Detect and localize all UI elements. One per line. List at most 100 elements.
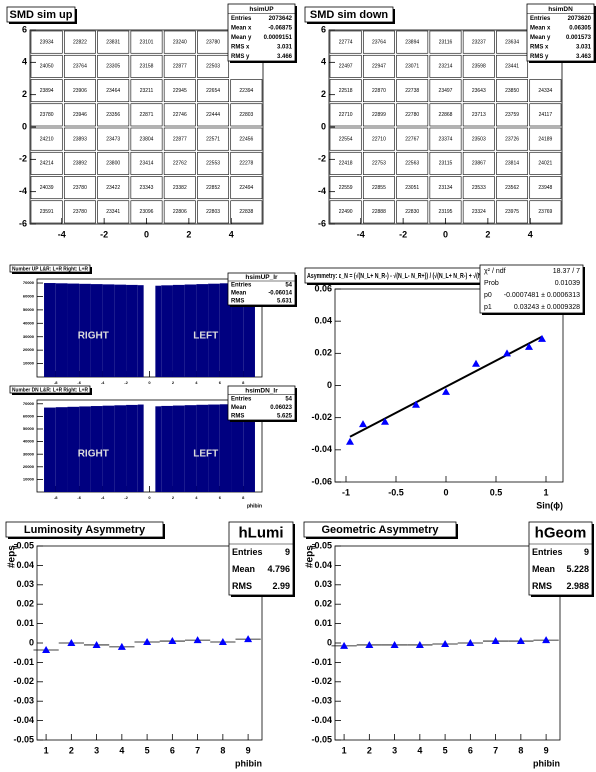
stats-name: hsimUP bbox=[249, 6, 274, 13]
cell bbox=[30, 103, 63, 127]
x-axis-label: phibin bbox=[247, 503, 262, 509]
x-tick-label: 9 bbox=[246, 745, 251, 755]
stats-name: hLumi bbox=[239, 524, 284, 541]
stats-box bbox=[227, 385, 296, 421]
cell-label: 22868 bbox=[439, 112, 453, 118]
cell bbox=[163, 30, 196, 54]
x-tick-label: 4 bbox=[195, 495, 198, 500]
marker bbox=[42, 645, 51, 653]
cell-label: 23356 bbox=[106, 112, 120, 118]
cell bbox=[362, 151, 395, 175]
chart-title: Number UP L&R: L+R Right: L+R bbox=[12, 266, 88, 272]
marker bbox=[441, 639, 450, 647]
stats-name: hsimUP_lr bbox=[245, 274, 278, 281]
stats-value: -0.06014 bbox=[268, 291, 292, 297]
title-box bbox=[304, 6, 394, 23]
marker bbox=[92, 640, 101, 648]
bar bbox=[114, 405, 127, 492]
cell bbox=[496, 200, 529, 224]
stats-value: 3.463 bbox=[576, 54, 592, 60]
x-tick-label: -8 bbox=[54, 380, 58, 385]
stats-label: Mean x bbox=[530, 25, 551, 31]
y-tick-label: 70000 bbox=[23, 401, 35, 406]
cell bbox=[197, 127, 230, 151]
bar bbox=[196, 404, 209, 492]
cell bbox=[30, 79, 63, 103]
bar bbox=[172, 284, 185, 377]
y-tick-label: 50000 bbox=[23, 426, 35, 431]
y-tick-label: 0.06 bbox=[314, 283, 332, 293]
cell bbox=[329, 79, 362, 103]
cell bbox=[30, 30, 63, 54]
marker bbox=[542, 636, 551, 644]
cell-label: 23374 bbox=[439, 136, 453, 142]
stats-label: Mean y bbox=[231, 35, 252, 41]
cell bbox=[230, 79, 263, 103]
bar bbox=[208, 283, 220, 377]
fit-param-value: 0.03243 ± 0.0009328 bbox=[514, 304, 580, 311]
cell-label: 22518 bbox=[339, 88, 353, 94]
title-box bbox=[5, 521, 164, 538]
stats-value: 2073620 bbox=[568, 16, 592, 22]
marker bbox=[525, 342, 533, 350]
x-tick-label: 0 bbox=[148, 495, 151, 500]
cell bbox=[429, 54, 462, 78]
title-box bbox=[9, 385, 91, 394]
cell bbox=[230, 103, 263, 127]
cell bbox=[362, 200, 395, 224]
cell bbox=[429, 176, 462, 200]
cell-label: 24214 bbox=[40, 161, 54, 167]
title-box bbox=[9, 264, 91, 273]
cell bbox=[63, 176, 96, 200]
y-tick-label: -0.03 bbox=[311, 696, 332, 706]
cell bbox=[163, 127, 196, 151]
cell-label: 23769 bbox=[538, 209, 552, 215]
bar bbox=[79, 283, 91, 377]
cell-label: 23893 bbox=[73, 136, 87, 142]
cell bbox=[496, 103, 529, 127]
fit-label: χ² / ndf bbox=[484, 268, 506, 275]
cell bbox=[529, 127, 562, 151]
cell bbox=[362, 54, 395, 78]
x-tick-label: 6 bbox=[219, 380, 222, 385]
cell-label: 22278 bbox=[239, 161, 253, 167]
y-axis-label-sub: lu bbox=[14, 543, 20, 549]
x-tick-label: -6 bbox=[77, 495, 81, 500]
y-tick-label: 0 bbox=[22, 121, 27, 131]
y-axis-label: #eps bbox=[7, 545, 18, 568]
x-tick-label: 0.5 bbox=[490, 487, 503, 497]
cell bbox=[97, 54, 130, 78]
x-tick-label: 7 bbox=[493, 745, 498, 755]
x-tick-label: -1 bbox=[342, 487, 350, 497]
cell-label: 22456 bbox=[239, 136, 253, 142]
bar bbox=[161, 285, 173, 377]
y-tick-label: 0 bbox=[327, 637, 332, 647]
y-tick-label: 0.01 bbox=[16, 618, 34, 628]
fit-value: 18.37 / 7 bbox=[553, 268, 580, 275]
y-tick-label: 60000 bbox=[23, 294, 35, 299]
cell-label: 23071 bbox=[405, 64, 419, 70]
cell-label: 22394 bbox=[239, 88, 253, 94]
cell-label: 23713 bbox=[472, 112, 486, 118]
cell bbox=[396, 79, 429, 103]
cell-label: 22830 bbox=[405, 209, 419, 215]
cell bbox=[63, 200, 96, 224]
x-tick-label: 4 bbox=[119, 745, 124, 755]
x-axis-label: Sin(ϕ) bbox=[536, 500, 563, 510]
marker bbox=[340, 641, 349, 649]
cell bbox=[97, 151, 130, 175]
bar bbox=[184, 284, 197, 377]
stats-label: RMS x bbox=[530, 44, 549, 50]
cell bbox=[163, 103, 196, 127]
bar bbox=[219, 283, 232, 377]
cell bbox=[329, 103, 362, 127]
y-tick-label: 2 bbox=[321, 89, 326, 99]
marker bbox=[346, 437, 354, 445]
cell bbox=[462, 127, 495, 151]
cell bbox=[462, 79, 495, 103]
cell bbox=[97, 176, 130, 200]
stats-label: Entries bbox=[232, 547, 263, 557]
marker bbox=[415, 640, 424, 648]
cell bbox=[429, 151, 462, 175]
marker bbox=[143, 638, 152, 646]
